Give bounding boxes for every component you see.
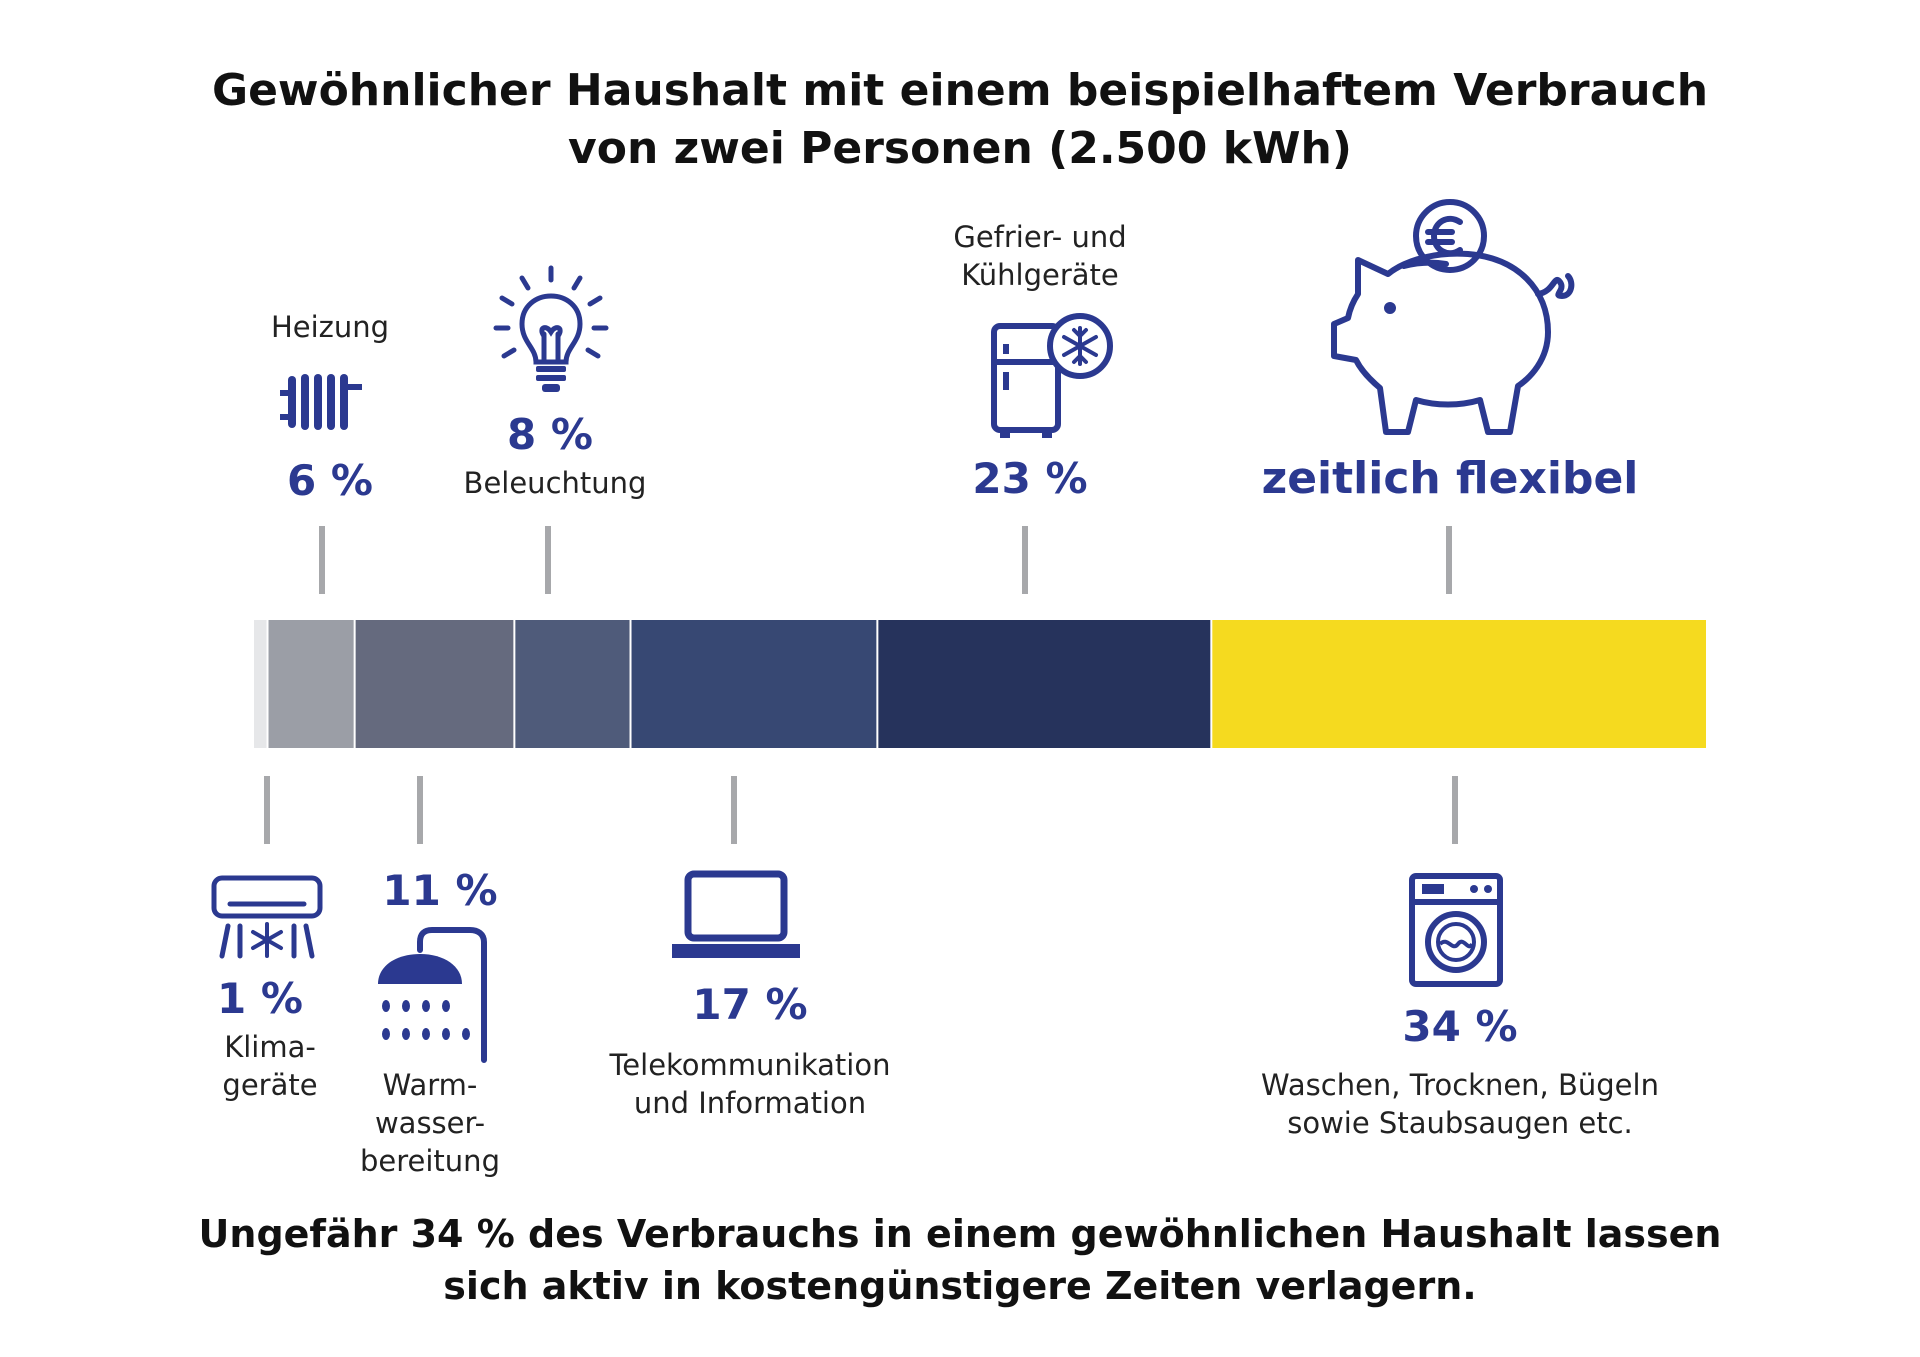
leader-flexibel bbox=[1446, 526, 1452, 594]
leader-beleuchtung bbox=[545, 526, 551, 594]
leader-telekom bbox=[731, 776, 737, 844]
fridge-snowflake-icon bbox=[991, 313, 1113, 438]
washing-machine-icon bbox=[1409, 873, 1503, 987]
value-klima: 1 % bbox=[217, 974, 303, 1023]
label-flexibel: zeitlich flexibel bbox=[1261, 453, 1639, 504]
bar-segment-heizung bbox=[268, 620, 354, 748]
bar-segment-waschen bbox=[1212, 620, 1706, 748]
value-kuehl: 23 % bbox=[972, 454, 1088, 503]
bar-segment-warmwasser bbox=[355, 620, 514, 748]
leader-heizung bbox=[319, 526, 325, 594]
label-heizung: Heizung bbox=[270, 310, 390, 344]
leader-kuehl bbox=[1022, 526, 1028, 594]
label-beleuchtung: Beleuchtung bbox=[463, 466, 647, 500]
value-waschen: 34 % bbox=[1402, 1002, 1518, 1051]
radiator-icon bbox=[280, 374, 362, 430]
value-heizung: 6 % bbox=[287, 456, 373, 505]
footer-note: Ungefähr 34 % des Verbrauchs in einem ge… bbox=[198, 1212, 1722, 1308]
bar-segment-beleuchtung bbox=[515, 620, 630, 748]
value-beleuchtung: 8 % bbox=[507, 410, 593, 459]
leader-klima bbox=[264, 776, 270, 844]
label-waschen: Waschen, Trocknen, Bügeln sowie Staubsau… bbox=[1261, 1068, 1659, 1140]
label-kuehl: Gefrier- und Kühlgeräte bbox=[953, 220, 1127, 292]
value-telekom: 17 % bbox=[692, 980, 808, 1029]
chart-title: Gewöhnlicher Haushalt mit einem beispiel… bbox=[211, 65, 1709, 174]
piggy-bank-euro-icon bbox=[1331, 199, 1575, 435]
shower-icon bbox=[378, 927, 487, 1063]
label-telekom: Telekommunikation und Information bbox=[609, 1048, 891, 1120]
lightbulb-icon bbox=[493, 265, 609, 392]
label-klima: Klima- geräte bbox=[222, 1030, 318, 1102]
value-warmwasser: 11 % bbox=[382, 866, 498, 915]
label-warmwasser: Warm- wasser- bereitung bbox=[360, 1068, 500, 1178]
leader-waschen bbox=[1452, 776, 1458, 844]
bar-segment-telekom bbox=[631, 620, 877, 748]
stacked-bar bbox=[254, 620, 1706, 748]
laptop-icon bbox=[672, 870, 800, 958]
leader-warmwasser bbox=[417, 776, 423, 844]
air-conditioner-icon bbox=[211, 875, 323, 959]
bar-segment-klima bbox=[254, 620, 267, 748]
bar-segment-kuehl bbox=[878, 620, 1211, 748]
